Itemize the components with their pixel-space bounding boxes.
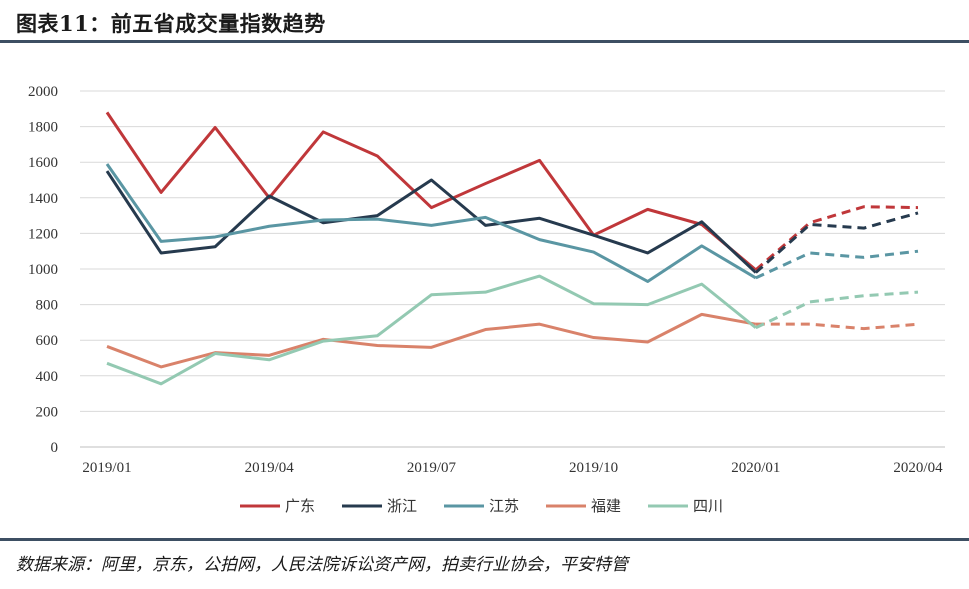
y-tick-label: 1000 — [28, 262, 58, 278]
legend-item-江苏: 江苏 — [444, 497, 519, 515]
y-tick-label: 1800 — [28, 120, 58, 136]
y-tick-label: 0 — [51, 440, 59, 456]
x-axis-ticks: 2019/01 2019/04 2019/07 2019/10 2020/01 2020/… — [82, 460, 943, 476]
series-projection-广东 — [754, 205, 919, 272]
y-tick-label: 600 — [36, 333, 59, 349]
x-tick-label: 2020/04 — [893, 460, 943, 476]
series-projection-四川 — [755, 290, 919, 330]
x-tick-label: 2019/10 — [569, 460, 618, 476]
series-line-江苏 — [105, 163, 757, 283]
y-tick-label: 1600 — [28, 155, 58, 171]
y-tick-label: 400 — [36, 369, 59, 385]
top-rule — [0, 40, 969, 43]
series-projection-江苏 — [755, 249, 919, 280]
legend: 广东 浙江 江苏 福建 四川 — [240, 497, 723, 515]
gridlines — [80, 90, 945, 412]
legend-label: 广东 — [285, 497, 315, 515]
source-note: 数据来源：阿里，京东，公拍网，人民法院诉讼资产网，拍卖行业协会，平安特管 — [16, 555, 628, 575]
y-tick-label: 1200 — [28, 226, 58, 242]
series-line-浙江 — [105, 170, 757, 274]
series-line-四川 — [106, 274, 757, 386]
legend-item-广东: 广东 — [240, 497, 315, 515]
bottom-rule — [0, 538, 969, 541]
series-projection-福建 — [755, 322, 919, 331]
series-line-广东 — [105, 111, 757, 272]
legend-label: 四川 — [693, 497, 723, 515]
x-tick-label: 2019/07 — [407, 460, 457, 476]
legend-label: 浙江 — [387, 497, 417, 515]
y-tick-label: 1400 — [28, 191, 58, 207]
y-axis-ticks: 0 200 400 600 800 1000 1200 1400 1600 1800 2000 — [28, 84, 58, 456]
legend-item-浙江: 浙江 — [342, 497, 417, 515]
x-tick-label: 2019/01 — [82, 460, 131, 476]
y-tick-label: 200 — [36, 404, 59, 420]
legend-label: 江苏 — [489, 497, 519, 515]
y-tick-label: 2000 — [28, 84, 58, 100]
series-projection-浙江 — [754, 211, 919, 274]
figure-title: 图表11：前五省成交量指数趋势 — [16, 11, 326, 36]
x-tick-label: 2019/04 — [245, 460, 295, 476]
legend-item-四川: 四川 — [648, 497, 723, 515]
x-tick-label: 2020/01 — [731, 460, 780, 476]
series-lines — [105, 111, 919, 386]
legend-item-福建: 福建 — [546, 497, 621, 515]
y-tick-label: 800 — [36, 298, 59, 314]
legend-label: 福建 — [591, 497, 621, 515]
